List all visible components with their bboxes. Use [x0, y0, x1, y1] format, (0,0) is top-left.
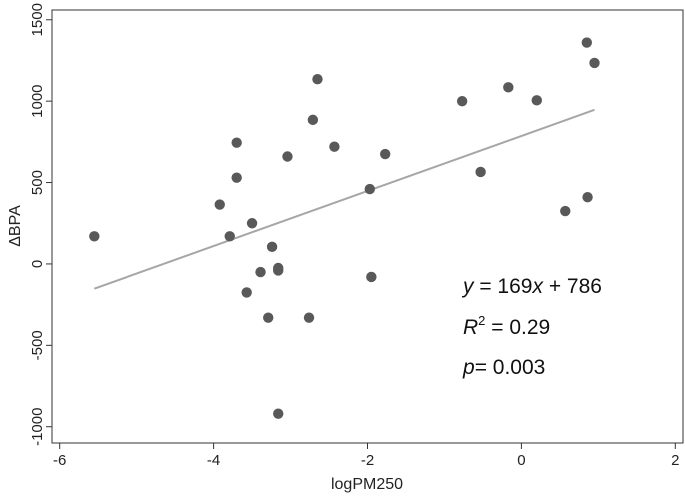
data-point	[214, 199, 225, 210]
data-point	[560, 205, 571, 217]
data-point	[582, 191, 593, 203]
data-point	[456, 95, 468, 107]
data-point	[364, 183, 376, 195]
data-point	[266, 241, 278, 253]
data-point	[241, 287, 252, 298]
data-points	[89, 37, 600, 419]
y-axis: -1000 -500 0 500 1000 1500	[29, 3, 52, 446]
x-axis-title: logPM250	[331, 476, 403, 493]
p-value-annotation: p= 0.003	[462, 356, 545, 379]
x-tick-label: 2	[671, 452, 679, 469]
data-point	[379, 148, 391, 160]
y-tick-label: -1000	[29, 408, 46, 446]
y-tick-label: 0	[29, 260, 46, 268]
data-point	[531, 95, 542, 106]
plot-frame	[51, 9, 684, 444]
data-point	[231, 137, 242, 148]
data-point	[307, 114, 319, 126]
data-point	[475, 166, 486, 178]
data-point	[263, 312, 274, 323]
data-point	[589, 57, 600, 69]
y-tick-label: 1000	[29, 84, 46, 117]
data-point	[273, 265, 284, 276]
x-axis: -6 -4 -2 0 2	[53, 443, 679, 469]
y-axis-title: ΔBPA	[7, 205, 24, 247]
data-point	[503, 82, 514, 93]
regression-line	[93, 108, 595, 290]
data-point	[366, 271, 377, 283]
r-squared-annotation: R2 = 0.29	[463, 313, 550, 339]
data-point	[224, 231, 235, 242]
data-point	[329, 141, 340, 152]
y-tick-label: 1500	[29, 3, 46, 36]
y-tick-label: -500	[29, 330, 46, 360]
data-point	[231, 172, 242, 183]
data-point	[273, 408, 284, 419]
x-tick-label: -2	[361, 452, 374, 469]
data-point	[303, 312, 315, 323]
data-point	[282, 151, 293, 162]
data-point	[246, 218, 258, 229]
data-point	[312, 73, 323, 85]
equation-annotation: y = 169x + 786	[461, 275, 602, 298]
data-point	[255, 266, 266, 278]
y-tick-label: 500	[29, 170, 46, 195]
data-point	[581, 37, 593, 48]
data-point	[89, 231, 100, 242]
x-tick-label: -4	[207, 452, 220, 469]
x-tick-label: -6	[53, 452, 66, 469]
x-tick-label: 0	[517, 452, 525, 469]
